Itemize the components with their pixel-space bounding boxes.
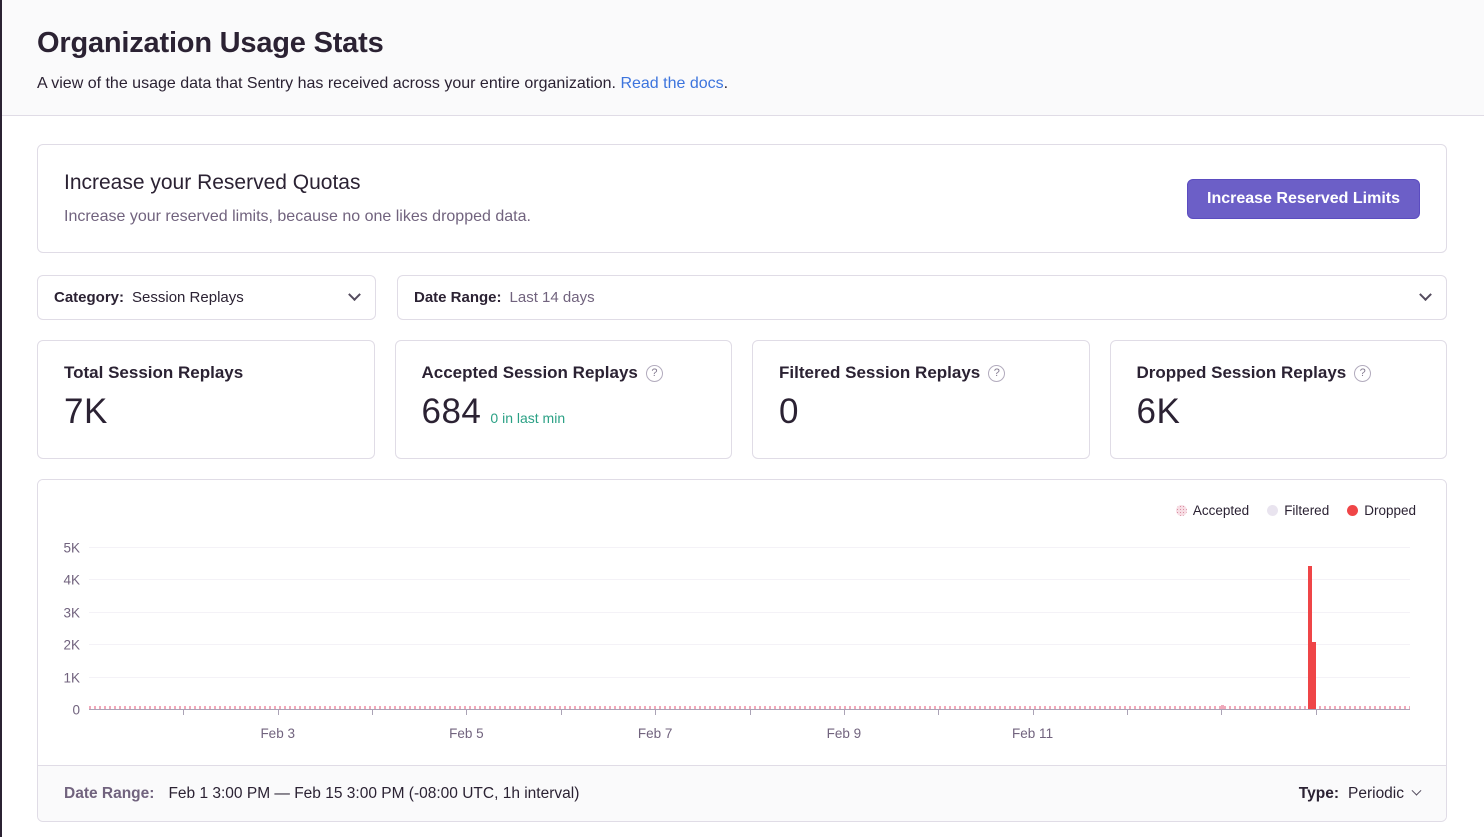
- chevron-down-icon: [348, 288, 361, 302]
- usage-chart-card: Accepted Filtered Dropped 0 1K 2K 3K 4K 5K Feb 3…: [37, 479, 1447, 822]
- stat-card: Dropped Session Replays ? 6K: [1109, 340, 1447, 459]
- type-label: Type:: [1298, 784, 1339, 802]
- chart-footer: Date Range: Feb 1 3:00 PM — Feb 15 3:00 …: [38, 765, 1446, 821]
- gridline: [89, 644, 1410, 645]
- type-value: Periodic: [1348, 784, 1404, 802]
- usage-chart: Accepted Filtered Dropped 0 1K 2K 3K 4K 5K Feb 3…: [38, 480, 1446, 765]
- x-axis-tick-label: Feb 11: [1012, 726, 1054, 741]
- quota-text-block: Increase your Reserved Quotas Increase y…: [64, 171, 531, 226]
- x-axis-tick: [843, 710, 845, 715]
- x-axis-tick: [1126, 710, 1128, 715]
- footer-date-range-label: Date Range:: [64, 784, 155, 802]
- gridline: [89, 579, 1410, 580]
- category-value: Session Replays: [132, 289, 244, 306]
- chevron-down-icon: [1411, 785, 1422, 796]
- page-subtitle: A view of the usage data that Sentry has…: [37, 75, 1447, 93]
- subtitle-text: A view of the usage data that Sentry has…: [37, 75, 621, 92]
- legend-item-dropped[interactable]: Dropped: [1347, 503, 1416, 518]
- x-axis-tick: [183, 710, 185, 715]
- reserved-quotas-banner: Increase your Reserved Quotas Increase y…: [37, 144, 1447, 253]
- gridline: [89, 546, 1410, 548]
- stat-card: Filtered Session Replays ? 0: [752, 340, 1090, 459]
- y-axis-tick-label: 4K: [63, 572, 80, 588]
- x-axis-tick: [1221, 710, 1223, 715]
- x-axis-tick-label: Feb 7: [637, 726, 673, 741]
- stat-card-title: Total Session Replays: [64, 363, 244, 382]
- quota-description: Increase your reserved limits, because n…: [64, 208, 531, 225]
- date-range-select[interactable]: Date Range: Last 14 days: [397, 275, 1447, 320]
- legend-marker-icon: [1347, 505, 1359, 516]
- page-header: Organization Usage Stats A view of the u…: [2, 0, 1484, 116]
- x-axis-tick: [560, 710, 562, 715]
- x-axis-tick: [1315, 710, 1317, 715]
- category-label: Category:: [54, 289, 125, 306]
- quota-title: Increase your Reserved Quotas: [64, 171, 361, 194]
- dropped-bar[interactable]: [1307, 566, 1312, 709]
- stat-card: Accepted Session Replays ? 684 0 in last…: [394, 340, 732, 459]
- legend-label: Filtered: [1284, 503, 1330, 518]
- stat-card: Total Session Replays 7K: [37, 340, 375, 459]
- x-axis-tick-label: Feb 9: [826, 726, 862, 741]
- stat-card-value: 7K: [64, 392, 108, 431]
- x-axis-tick: [749, 710, 751, 715]
- x-axis-tick: [277, 710, 279, 715]
- x-axis-tick-label: Feb 3: [260, 726, 295, 741]
- stat-card-title: Accepted Session Replays: [421, 363, 638, 382]
- x-axis-tick-label: Feb 5: [449, 726, 484, 741]
- page-title: Organization Usage Stats: [37, 27, 384, 59]
- x-axis-tick: [466, 710, 468, 715]
- subtitle-period: .: [723, 75, 729, 92]
- date-range-value: Last 14 days: [509, 289, 595, 306]
- filter-row: Category: Session Replays Date Range: La…: [37, 275, 1447, 320]
- accepted-bar[interactable]: [1221, 705, 1225, 709]
- y-axis-tick-label: 0: [72, 702, 80, 718]
- stat-card-subvalue: 0 in last min: [490, 410, 566, 426]
- gridline: [89, 676, 1410, 678]
- chevron-down-icon: [1419, 288, 1432, 302]
- y-axis-tick-label: 3K: [63, 605, 80, 620]
- legend-item-filtered[interactable]: Filtered: [1267, 503, 1329, 518]
- accepted-series-baseline: [89, 706, 1410, 709]
- help-icon[interactable]: ?: [645, 364, 663, 382]
- x-axis-tick: [372, 710, 374, 715]
- chart-plot-area[interactable]: 0 1K 2K 3K 4K 5K Feb 3 Feb 5 Feb 7 Feb 9 Feb 11: [63, 480, 1410, 741]
- x-axis-tick: [938, 710, 940, 715]
- gridline: [89, 611, 1410, 613]
- stat-card-value: 6K: [1136, 392, 1181, 431]
- increase-reserved-limits-button[interactable]: Increase Reserved Limits: [1187, 178, 1420, 219]
- date-range-label: Date Range:: [414, 289, 502, 306]
- x-axis-tick: [1032, 710, 1034, 715]
- y-axis-tick-label: 1K: [63, 670, 80, 685]
- legend-label: Dropped: [1364, 503, 1416, 518]
- chart-legend: Accepted Filtered Dropped: [1175, 503, 1416, 518]
- help-icon[interactable]: ?: [988, 364, 1006, 382]
- legend-marker-icon: [1267, 505, 1279, 516]
- help-icon[interactable]: ?: [1354, 364, 1372, 382]
- stat-card-value: 0: [779, 392, 799, 431]
- legend-label: Accepted: [1192, 503, 1250, 518]
- stat-cards-row: Total Session Replays 7K Accepted Sessio…: [37, 340, 1447, 459]
- stat-card-value: 684: [421, 392, 482, 431]
- type-select[interactable]: Type: Periodic: [1298, 784, 1422, 803]
- x-axis-line: [89, 709, 1410, 710]
- stat-card-title: Filtered Session Replays: [779, 363, 981, 382]
- dropped-bar[interactable]: [1311, 642, 1316, 709]
- y-axis-tick-label: 5K: [63, 540, 80, 555]
- main-content: Increase your Reserved Quotas Increase y…: [2, 116, 1484, 822]
- legend-item-accepted[interactable]: Accepted: [1175, 503, 1250, 518]
- category-select[interactable]: Category: Session Replays: [37, 275, 376, 320]
- stat-card-title: Dropped Session Replays: [1136, 363, 1347, 382]
- x-axis-tick: [655, 710, 657, 715]
- y-axis-tick-label: 2K: [63, 637, 80, 653]
- footer-date-range-value: Feb 1 3:00 PM — Feb 15 3:00 PM (-08:00 U…: [168, 784, 580, 802]
- legend-marker-icon: [1175, 505, 1187, 516]
- read-the-docs-link[interactable]: Read the docs: [620, 75, 724, 92]
